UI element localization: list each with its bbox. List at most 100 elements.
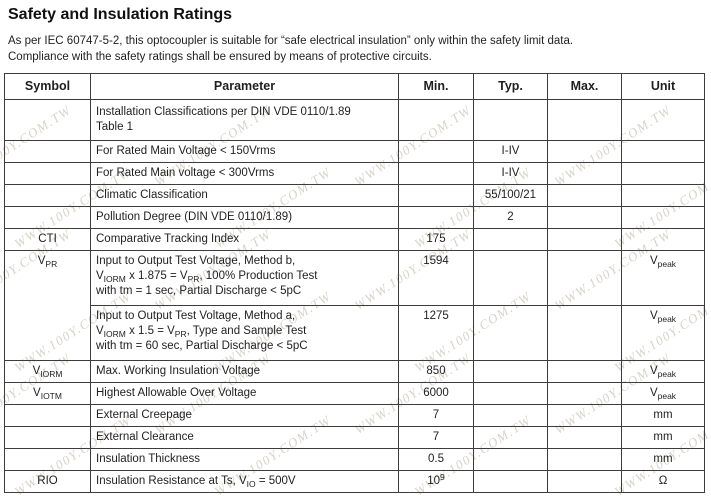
- cell-unit: [621, 206, 705, 229]
- cell-parameter: Input to Output Test Voltage, Method b, V…: [90, 250, 399, 306]
- intro-line-1: As per IEC 60747-5-2, this optocoupler i…: [8, 35, 574, 47]
- cell-max: [547, 228, 622, 251]
- cell-symbol: [4, 426, 91, 449]
- cell-max: [547, 140, 622, 163]
- table-row: VPR Input to Output Test Voltage, Method …: [4, 250, 705, 361]
- cell-unit: [621, 140, 705, 163]
- cell-typ: 55/100/21: [473, 184, 548, 207]
- table-header-row: Symbol Parameter Min. Typ. Max. Unit: [4, 73, 705, 100]
- cell-typ: I-IV: [473, 140, 548, 163]
- cell-symbol: [4, 206, 91, 229]
- cell-parameter: Highest Allowable Over Voltage: [90, 382, 399, 405]
- cell-typ: [473, 360, 548, 383]
- cell-max: [547, 162, 622, 185]
- table-row: CTI Comparative Tracking Index 175: [4, 228, 705, 251]
- cell-symbol: VPR: [4, 250, 91, 361]
- header-symbol: Symbol: [4, 73, 91, 100]
- cell-typ: I-IV: [473, 162, 548, 185]
- cell-min: [398, 184, 474, 207]
- cell-max: [547, 470, 622, 493]
- cell-min: 175: [398, 228, 474, 251]
- cell-unit: mm: [621, 448, 705, 471]
- cell-symbol: [4, 162, 91, 185]
- cell-symbol: RIO: [4, 470, 91, 493]
- cell-unit: mm: [621, 404, 705, 427]
- cell-max: [547, 99, 622, 141]
- cell-symbol: [4, 404, 91, 427]
- cell-unit: Ω: [621, 470, 705, 493]
- table-row: External Clearance 7 mm: [4, 426, 705, 449]
- cell-typ: [473, 228, 548, 251]
- cell-symbol: VIOTM: [4, 382, 91, 405]
- cell-min: 1594: [398, 250, 474, 306]
- cell-unit: [621, 228, 705, 251]
- header-typ: Typ.: [473, 73, 548, 100]
- cell-symbol: VIORM: [4, 360, 91, 383]
- intro-line-2: Compliance with the safety ratings shall…: [8, 51, 432, 63]
- cell-min: 0.5: [398, 448, 474, 471]
- header-min: Min.: [398, 73, 474, 100]
- table-row: For Rated Main Voltage < 150Vrms I-IV: [4, 140, 705, 163]
- header-unit: Unit: [621, 73, 705, 100]
- cell-parameter: Climatic Classification: [90, 184, 399, 207]
- cell-min: [398, 206, 474, 229]
- header-max: Max.: [547, 73, 622, 100]
- cell-parameter: For Rated Main voltage < 300Vrms: [90, 162, 399, 185]
- table-row: VIORM Max. Working Insulation Voltage 850 V…: [4, 360, 705, 383]
- cell-typ: [473, 426, 548, 449]
- cell-parameter: External Creepage: [90, 404, 399, 427]
- cell-min: 7: [398, 426, 474, 449]
- cell-typ: [473, 382, 548, 405]
- cell-max: [547, 426, 622, 449]
- cell-unit: [621, 162, 705, 185]
- cell-max: [547, 184, 622, 207]
- cell-max: [547, 404, 622, 427]
- table-row: For Rated Main voltage < 300Vrms I-IV: [4, 162, 705, 185]
- cell-min: [398, 99, 474, 141]
- table-row: Climatic Classification 55/100/21: [4, 184, 705, 207]
- cell-unit: [621, 184, 705, 207]
- cell-parameter: External Clearance: [90, 426, 399, 449]
- cell-min: 850: [398, 360, 474, 383]
- cell-max: [547, 206, 622, 229]
- cell-max: [547, 360, 622, 383]
- cell-unit: Vpeak: [621, 382, 705, 405]
- cell-typ: [473, 305, 548, 361]
- page-title: Safety and Insulation Ratings: [8, 6, 233, 23]
- cell-min: 1275: [398, 305, 474, 361]
- cell-unit: [621, 99, 705, 141]
- header-parameter: Parameter: [90, 73, 399, 100]
- cell-parameter: Insulation Resistance at Ts, VIO = 500V: [90, 470, 399, 493]
- cell-parameter: Installation Classifications per DIN VDE…: [90, 99, 399, 141]
- cell-typ: [473, 404, 548, 427]
- table-row: Insulation Thickness 0.5 mm: [4, 448, 705, 471]
- cell-symbol: [4, 140, 91, 163]
- cell-min: [398, 140, 474, 163]
- table-row: External Creepage 7 mm: [4, 404, 705, 427]
- cell-symbol: [4, 99, 91, 141]
- cell-max: [547, 448, 622, 471]
- cell-max: [547, 250, 622, 306]
- cell-symbol: [4, 448, 91, 471]
- cell-parameter: Pollution Degree (DIN VDE 0110/1.89): [90, 206, 399, 229]
- cell-parameter: Insulation Thickness: [90, 448, 399, 471]
- cell-parameter: Input to Output Test Voltage, Method a, V…: [90, 305, 399, 361]
- cell-parameter: Comparative Tracking Index: [90, 228, 399, 251]
- cell-typ: 2: [473, 206, 548, 229]
- cell-typ: [473, 448, 548, 471]
- cell-min: 7: [398, 404, 474, 427]
- cell-unit: Vpeak: [621, 360, 705, 383]
- cell-typ: [473, 250, 548, 306]
- cell-symbol: [4, 184, 91, 207]
- cell-unit: mm: [621, 426, 705, 449]
- safety-ratings-table: Symbol Parameter Min. Typ. Max. Unit Ins…: [4, 73, 705, 493]
- table-row: Installation Classifications per DIN VDE…: [4, 99, 705, 141]
- cell-unit: Vpeak: [621, 305, 705, 361]
- cell-parameter: Max. Working Insulation Voltage: [90, 360, 399, 383]
- cell-max: [547, 382, 622, 405]
- table-row: RIO Insulation Resistance at Ts, VIO = 50…: [4, 470, 705, 493]
- table-row: VIOTM Highest Allowable Over Voltage 6000 V…: [4, 382, 705, 405]
- cell-parameter: For Rated Main Voltage < 150Vrms: [90, 140, 399, 163]
